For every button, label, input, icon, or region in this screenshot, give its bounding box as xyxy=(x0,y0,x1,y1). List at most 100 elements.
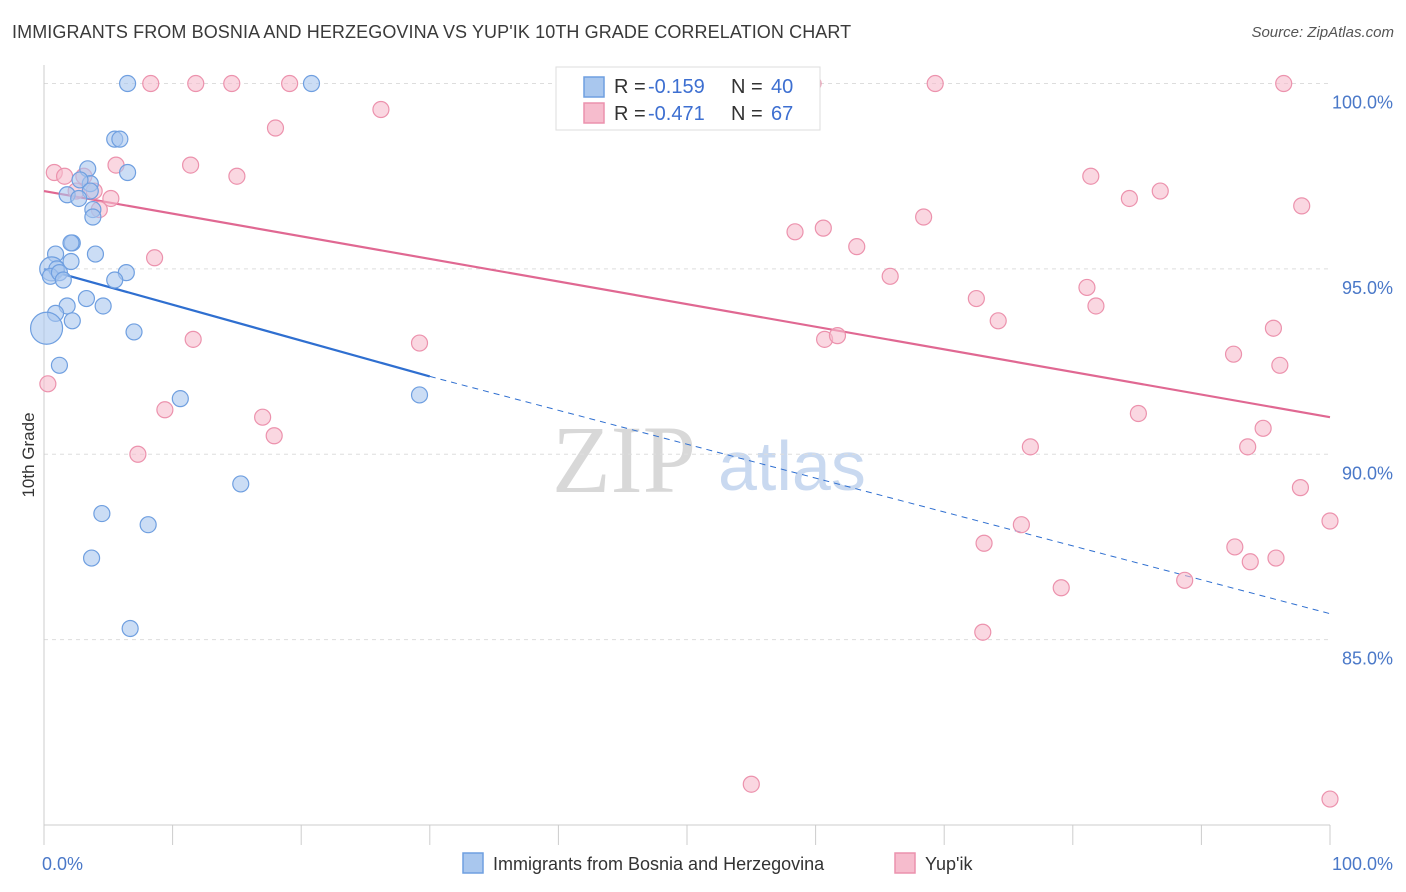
yupik-point xyxy=(1176,571,1194,589)
bosnia-point xyxy=(86,245,105,263)
yupik-point xyxy=(967,289,985,308)
bosnia-point xyxy=(302,74,321,93)
data-points xyxy=(29,74,1339,808)
yupik-point xyxy=(228,167,246,185)
yupik-point xyxy=(1321,790,1339,808)
yupik-point xyxy=(129,445,147,463)
bosnia-point xyxy=(118,74,137,93)
yupik-point xyxy=(1052,579,1070,597)
y-tick-label: 90.0% xyxy=(1342,463,1393,483)
yupik-point xyxy=(1275,74,1293,93)
yupik-point xyxy=(926,74,944,93)
yupik-point xyxy=(915,208,933,226)
yupik-point xyxy=(1021,438,1039,456)
yupik-point xyxy=(254,408,272,426)
legend-pink-r-label: R = xyxy=(614,103,646,125)
bosnia-point xyxy=(139,516,157,534)
yupik-point xyxy=(1226,538,1244,556)
bosnia-point xyxy=(106,271,124,289)
bottom-legend: Immigrants from Bosnia and Herzegovina Y… xyxy=(462,852,973,874)
chart-title: IMMIGRANTS FROM BOSNIA AND HERZEGOVINA V… xyxy=(12,22,852,42)
legend-blue-swatch xyxy=(583,76,605,98)
yupik-point xyxy=(39,375,57,393)
bosnia-point xyxy=(63,312,81,330)
yupik-point xyxy=(266,119,285,137)
bosnia-trend-line xyxy=(43,267,431,378)
x-tick-label-min: 0.0% xyxy=(42,854,83,874)
yupik-point xyxy=(1082,167,1100,185)
yupik-point xyxy=(265,427,283,445)
yupik-point xyxy=(1012,516,1030,534)
yupik-point xyxy=(1224,345,1243,363)
bosnia-point xyxy=(70,189,88,208)
watermark-atlas: atlas xyxy=(718,427,866,505)
yupik-point xyxy=(102,189,120,208)
bosnia-point xyxy=(121,619,139,638)
bosnia-point xyxy=(54,271,72,289)
bosnia-point xyxy=(50,356,69,374)
yupik-point xyxy=(1151,182,1169,200)
yupik-point xyxy=(828,327,847,345)
yupik-point xyxy=(1321,512,1339,530)
yupik-point xyxy=(975,534,993,552)
bosnia-point xyxy=(77,289,96,308)
bosnia-point xyxy=(125,323,143,341)
yupik-point xyxy=(1241,553,1259,571)
yupik-point xyxy=(881,267,899,285)
legend-pink-r-value: -0.471 xyxy=(648,103,705,125)
yupik-point xyxy=(281,74,299,93)
yupik-point xyxy=(1239,438,1257,456)
yupik-point xyxy=(142,74,160,93)
yupik-point xyxy=(187,74,205,93)
yupik-point xyxy=(1078,278,1096,297)
yupik-point xyxy=(372,100,390,119)
x-tick-label-max: 100.0% xyxy=(1332,854,1393,874)
bottom-legend-blue-label: Immigrants from Bosnia and Herzegovina xyxy=(493,854,825,874)
bosnia-point xyxy=(410,386,429,404)
yupik-point xyxy=(1254,419,1272,437)
bottom-legend-pink-swatch xyxy=(894,852,916,874)
yupik-point xyxy=(1267,549,1285,567)
yupik-point xyxy=(55,167,74,185)
legend-pink-n-label: N = xyxy=(731,103,763,125)
yupik-point xyxy=(1264,319,1283,337)
y-tick-label: 95.0% xyxy=(1342,278,1393,298)
bosnia-point xyxy=(94,297,112,315)
bottom-legend-blue-swatch xyxy=(462,852,484,874)
watermark-zip: ZIP xyxy=(552,406,696,513)
bosnia-point xyxy=(29,311,64,345)
yupik-point xyxy=(145,249,164,267)
yupik-point xyxy=(184,330,202,348)
bosnia-point xyxy=(111,130,129,148)
yupik-point xyxy=(848,238,866,256)
y-axis-label: 10th Grade xyxy=(19,412,38,497)
yupik-point xyxy=(1087,297,1105,315)
grid-lines xyxy=(44,83,1330,641)
yupik-point xyxy=(182,156,200,174)
yupik-point xyxy=(974,623,992,641)
yupik-point xyxy=(1293,197,1311,215)
bosnia-point xyxy=(62,234,80,252)
trend-lines xyxy=(43,189,1331,615)
yupik-point xyxy=(814,219,832,237)
bosnia-point xyxy=(93,504,111,523)
yupik-point xyxy=(1120,189,1138,208)
bottom-legend-pink-label: Yup'ik xyxy=(925,854,973,874)
source-label: Source: ZipAtlas.com xyxy=(1251,24,1394,41)
bosnia-point xyxy=(82,549,101,567)
legend-blue-n-value: 40 xyxy=(771,76,793,98)
legend-blue-r-value: -0.159 xyxy=(648,76,705,98)
bosnia-point xyxy=(171,390,189,408)
bosnia-point xyxy=(62,252,80,271)
yupik-point xyxy=(156,401,174,419)
legend-pink-swatch xyxy=(583,102,605,124)
bosnia-point xyxy=(232,475,250,493)
yupik-point xyxy=(786,223,804,241)
yupik-point xyxy=(1129,404,1147,423)
legend-blue-r-label: R = xyxy=(614,76,646,98)
bosnia-point xyxy=(118,163,137,182)
tick-labels: 85.0% 90.0% 95.0% 100.0% 0.0% 100.0% xyxy=(42,93,1393,874)
yupik-point xyxy=(410,334,429,352)
legend-blue-n-label: N = xyxy=(731,76,763,98)
